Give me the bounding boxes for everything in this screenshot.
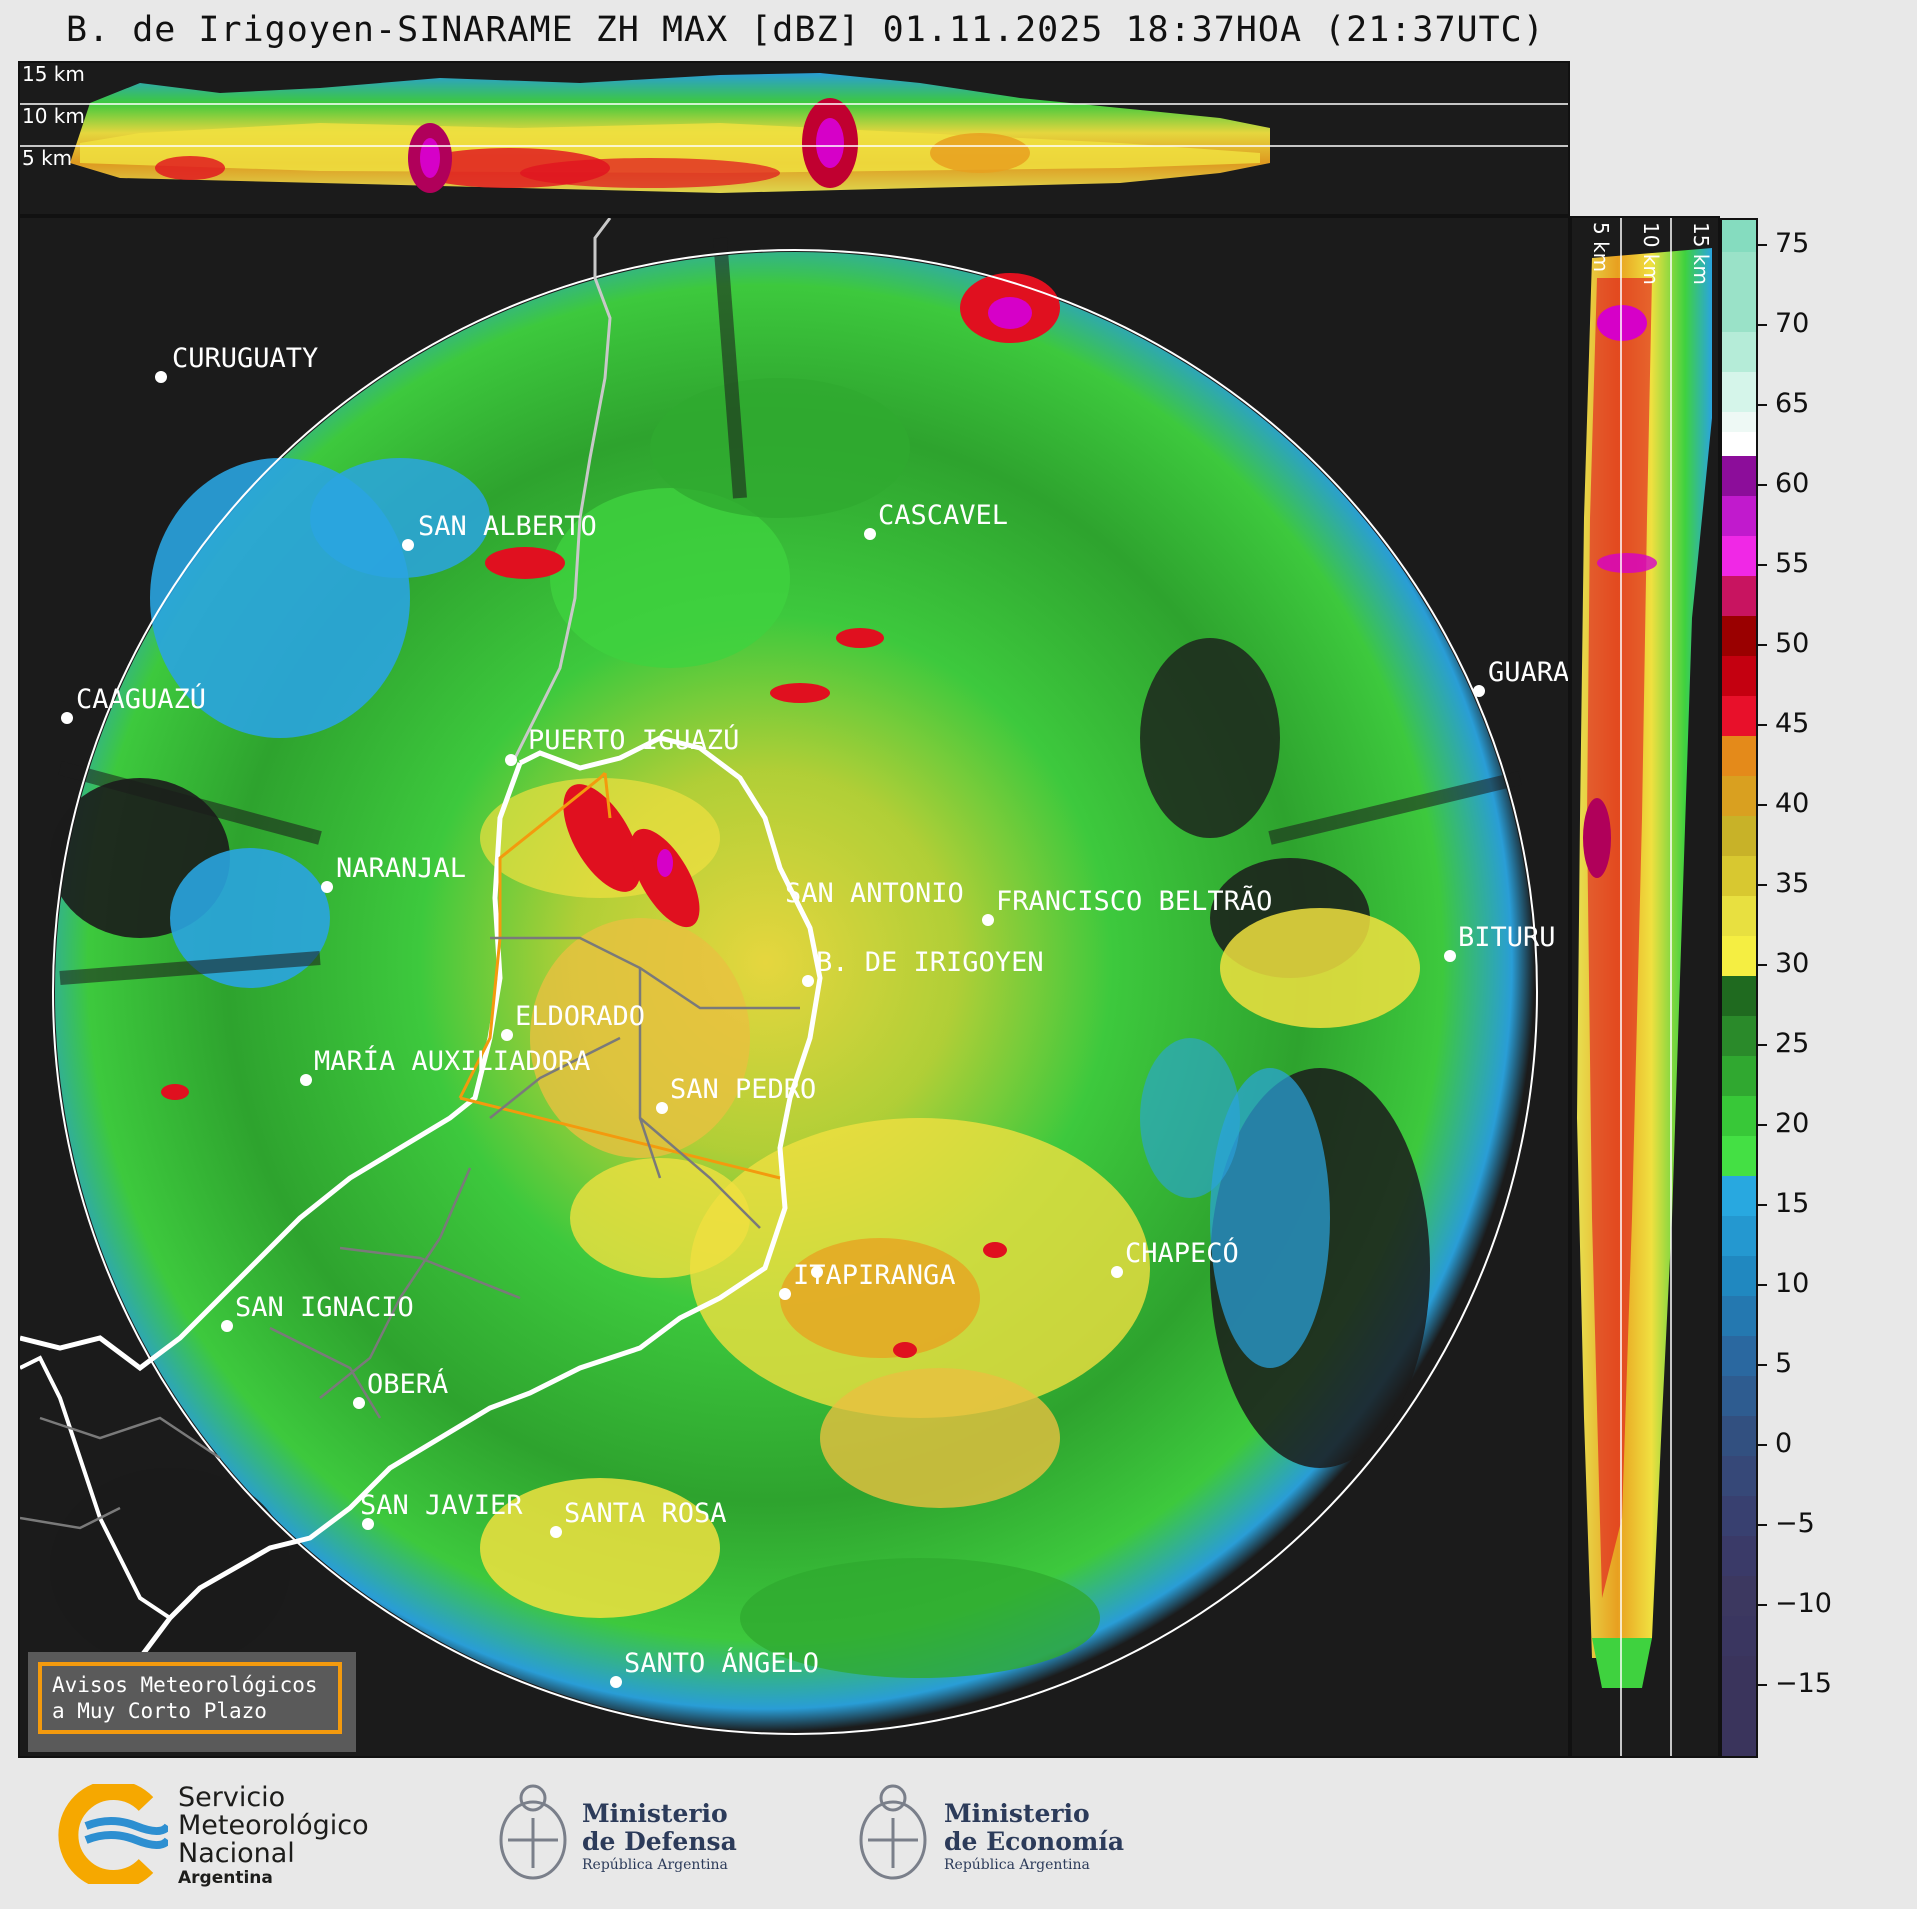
city-label-curuguaty: CURUGUATY	[172, 343, 318, 374]
city-label-san-javier: SAN JAVIER	[360, 1490, 523, 1521]
top-xs-label-5km: 5 km	[22, 146, 72, 170]
smn-name-line-3: Nacional	[178, 1838, 295, 1869]
city-label-san-alberto: SAN ALBERTO	[418, 511, 597, 542]
city-label-b-de-irigoyen: B. DE IRIGOYEN	[816, 947, 1044, 978]
colorbar-tick: 50	[1758, 628, 1809, 659]
warning-box-inner: Avisos Meteorológicos a Muy Corto Plazo	[38, 1662, 342, 1734]
colorbar-tick: −10	[1758, 1588, 1832, 1619]
colorbar-tick: 0	[1758, 1428, 1792, 1459]
colorbar-tick: 65	[1758, 388, 1809, 419]
colorbar-tick: −5	[1758, 1508, 1815, 1539]
radar-map[interactable]: CURUGUATY SAN ALBERTO CASCAVEL CAAGUAZÚ …	[18, 216, 1570, 1758]
top-cross-section: 15 km 10 km 5 km	[18, 61, 1570, 216]
city-label-puerto-iguazu: PUERTO IGUAZÚ	[528, 724, 739, 756]
radar-title: B. de Irigoyen-SINARAME ZH MAX [dBZ] 01.…	[66, 10, 1545, 50]
colorbar-tick: 70	[1758, 308, 1809, 339]
defensa-line-3: República Argentina	[582, 1857, 728, 1873]
colorbar-tick: 10	[1758, 1268, 1809, 1299]
economia-line-3: República Argentina	[944, 1857, 1090, 1873]
right-xs-label-5km: 5 km	[1589, 222, 1613, 272]
city-label-francisco-beltrao: FRANCISCO BELTRÃO	[996, 885, 1272, 917]
city-label-obera: OBERÁ	[367, 1368, 448, 1400]
city-label-santa-rosa: SANTA ROSA	[564, 1498, 727, 1529]
colorbar-ticks: 75 70 65 60 55 50 45 40 35 30 25 20 15 1…	[1758, 218, 1878, 1758]
city-label-san-antonio: SAN ANTONIO	[785, 878, 964, 909]
city-label-chapeco: CHAPECÓ	[1125, 1237, 1239, 1269]
smn-name-line-4: Argentina	[178, 1868, 273, 1888]
city-label-maria-auxiliadora: MARÍA AUXILIADORA	[314, 1045, 590, 1077]
colorbar-tick: 55	[1758, 548, 1809, 579]
right-cross-section: 5 km 10 km 15 km	[1570, 216, 1720, 1758]
colorbar-tick: 40	[1758, 788, 1809, 819]
radar-echoes	[50, 237, 1535, 1732]
economia-line-1: Ministerio	[944, 1799, 1090, 1828]
dbz-colorbar	[1720, 218, 1758, 1758]
colorbar-tick: 75	[1758, 228, 1809, 259]
city-label-san-pedro: SAN PEDRO	[670, 1074, 816, 1105]
right-xs-label-15km: 15 km	[1689, 222, 1713, 285]
argentina-coat-of-arms-icon	[499, 1784, 567, 1880]
map-boundaries	[20, 218, 823, 1660]
colorbar-tick: 25	[1758, 1028, 1809, 1059]
footer-logos: Servicio Meteorológico Nacional Argentin…	[0, 1758, 1917, 1909]
warning-box[interactable]: Avisos Meteorológicos a Muy Corto Plazo	[28, 1652, 356, 1752]
top-xs-label-15km: 15 km	[22, 63, 85, 86]
right-xs-label-10km: 10 km	[1639, 222, 1663, 285]
city-label-cascavel: CASCAVEL	[878, 500, 1008, 531]
colorbar-tick: 20	[1758, 1108, 1809, 1139]
colorbar-tick: 35	[1758, 868, 1809, 899]
colorbar-tick: 30	[1758, 948, 1809, 979]
defensa-line-2: de Defensa	[582, 1827, 737, 1856]
colorbar-tick: 60	[1758, 468, 1809, 499]
defensa-line-1: Ministerio	[582, 1799, 728, 1828]
city-label-itapiranga: ITAPIRANGA	[793, 1260, 956, 1291]
warning-line-1: Avisos Meteorológicos	[52, 1673, 318, 1697]
city-label-bituru: BITURU	[1458, 922, 1556, 953]
economia-line-2: de Economía	[944, 1827, 1125, 1856]
city-label-caaguazu: CAAGUAZÚ	[76, 683, 206, 715]
colorbar-tick: 15	[1758, 1188, 1809, 1219]
range-ring	[52, 249, 1538, 1735]
city-label-san-ignacio: SAN IGNACIO	[235, 1292, 414, 1323]
warning-line-2: a Muy Corto Plazo	[52, 1699, 267, 1723]
smn-name-line-2: Meteorológico	[178, 1810, 369, 1841]
city-markers	[61, 371, 1485, 1688]
smn-name-line-1: Servicio	[178, 1782, 286, 1813]
city-label-eldorado: ELDORADO	[515, 1001, 645, 1032]
colorbar-tick: −15	[1758, 1668, 1832, 1699]
top-xs-label-10km: 10 km	[22, 104, 85, 128]
colorbar-tick: 45	[1758, 708, 1809, 739]
argentina-coat-of-arms-icon	[859, 1784, 927, 1880]
city-label-naranjal: NARANJAL	[336, 853, 466, 884]
smn-logo-icon	[58, 1784, 168, 1884]
city-label-santo-angelo: SANTO ÁNGELO	[624, 1647, 819, 1679]
colorbar-tick: 5	[1758, 1348, 1792, 1379]
city-label-guara: GUARA	[1488, 657, 1568, 688]
